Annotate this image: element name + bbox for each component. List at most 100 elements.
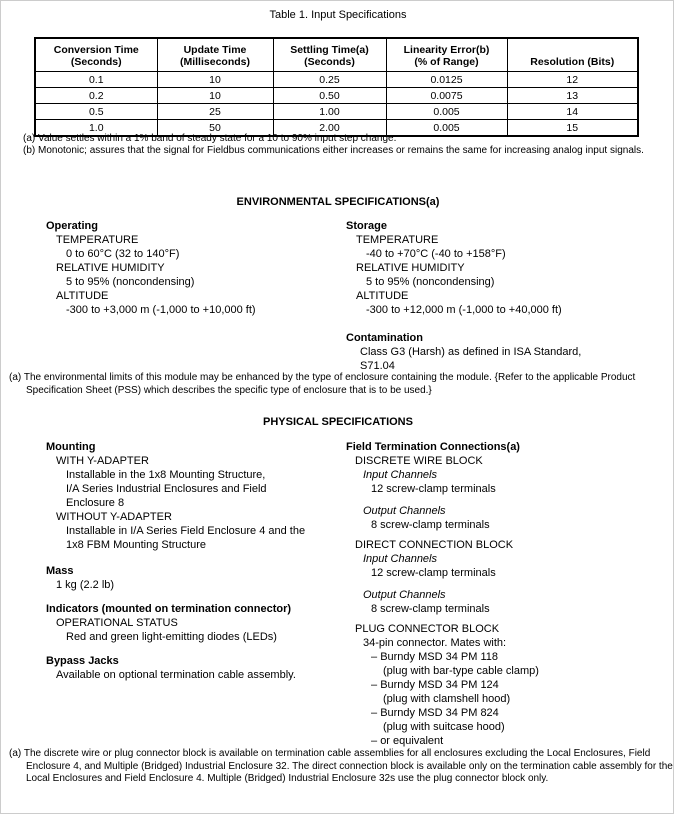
column-header-linearity-error: Linearity Error(b) (% of Range) [385, 37, 508, 72]
table-caption: Table 1. Input Specifications [269, 9, 407, 21]
spec-line: Installable in the 1x8 Mounting Structur… [66, 469, 266, 481]
item-text: Burndy MSD 34 PM 824 [380, 707, 499, 719]
physical-footnote: (a) The discrete wire or plug connector … [9, 748, 673, 786]
spec-line: RELATIVE HUMIDITY [356, 262, 465, 274]
plug-mate-item: – Burndy MSD 34 PM 118 [346, 650, 671, 664]
footnote-marker: (b) [23, 145, 36, 157]
spec-group-title: Operating [46, 220, 98, 232]
block-name: DIRECT CONNECTION BLOCK [355, 539, 514, 551]
table-row: 0.2 10 0.50 0.0075 13 [34, 87, 639, 104]
indicators-section: Indicators (mounted on termination conne… [46, 602, 344, 644]
table-header-row: Conversion Time (Seconds) Update Time (M… [34, 37, 639, 72]
footnote-text: The environmental limits of this module … [23, 372, 636, 396]
spec-line: OPERATIONAL STATUS [56, 617, 178, 629]
table-cell: 14 [506, 103, 639, 120]
spec-line: Red and green light-emitting diodes (LED… [66, 631, 277, 643]
table-cell: 1.0 [34, 119, 158, 137]
footnote-text: Value settles within a 1% band of steady… [38, 133, 397, 144]
spec-line: -40 to +70°C (-40 to +158°F) [366, 248, 506, 260]
table-cell: 2.00 [272, 119, 387, 137]
table-cell: 1.00 [272, 103, 387, 120]
table-cell: 13 [506, 87, 639, 104]
channel-label: Output Channels [363, 589, 446, 601]
spec-group-title: Mass [46, 565, 74, 577]
spec-line: RELATIVE HUMIDITY [56, 262, 165, 274]
table-cell: 0.005 [385, 103, 508, 120]
spec-line: Installable in I/A Series Field Enclosur… [66, 525, 306, 537]
table-cell: 0.0125 [385, 71, 508, 88]
footnote-text: Monotonic; assures that the signal for F… [38, 145, 644, 157]
spec-group-title: Storage [346, 220, 387, 232]
section-heading-environmental: ENVIRONMENTAL SPECIFICATIONS(a) [236, 196, 440, 208]
item-text: or equivalent [380, 735, 444, 747]
footnote-text: The discrete wire or plug connector bloc… [23, 748, 673, 785]
spec-line: 5 to 95% (noncondensing) [66, 276, 195, 288]
spec-line: 1 kg (2.2 lb) [56, 579, 115, 591]
item-text: Burndy MSD 34 PM 118 [380, 651, 498, 663]
contamination-section: Contamination Class G3 (Harsh) as define… [346, 331, 670, 373]
mounting-section: Mounting WITH Y-ADAPTER Installable in t… [46, 440, 344, 552]
channel-value: 12 screw-clamp terminals [371, 567, 496, 579]
input-specifications-table: Conversion Time (Seconds) Update Time (M… [34, 37, 639, 137]
column-header-resolution: Resolution (Bits) [506, 37, 639, 72]
dash-marker: – [371, 707, 378, 719]
spec-line: -300 to +3,000 m (-1,000 to +10,000 ft) [66, 304, 256, 316]
plug-mate-note: (plug with suitcase hood) [383, 721, 505, 733]
column-header-conversion-time: Conversion Time (Seconds) [34, 37, 158, 72]
footnote-marker: (a) [23, 133, 36, 144]
channel-value: 12 screw-clamp terminals [371, 483, 496, 495]
table-row: 0.5 25 1.00 0.005 14 [34, 103, 639, 120]
plug-mate-note: (plug with bar-type cable clamp) [383, 665, 539, 677]
spec-group-title: Mounting [46, 441, 96, 453]
plug-intro: 34-pin connector. Mates with: [363, 637, 507, 649]
spec-group-title: Indicators (mounted on termination conne… [46, 603, 292, 615]
spec-line: 5 to 95% (noncondensing) [366, 276, 495, 288]
table-cell: 15 [506, 119, 639, 137]
table-cell: 0.50 [272, 87, 387, 104]
table-cell: 0.25 [272, 71, 387, 88]
table-cell: 0.005 [385, 119, 508, 137]
dash-marker: – [371, 651, 378, 663]
spec-line: Available on optional termination cable … [56, 669, 296, 681]
table-row: 0.1 10 0.25 0.0125 12 [34, 71, 639, 88]
channel-label: Output Channels [363, 505, 446, 517]
block-name: DISCRETE WIRE BLOCK [355, 455, 483, 467]
spec-line: WITH Y-ADAPTER [56, 455, 149, 467]
spec-group-title: Bypass Jacks [46, 655, 119, 667]
dash-marker: – [371, 679, 378, 691]
physical-left-column: Mounting WITH Y-ADAPTER Installable in t… [46, 440, 344, 682]
storage-section: Storage TEMPERATURE -40 to +70°C (-40 to… [346, 219, 670, 317]
channel-value: 8 screw-clamp terminals [371, 603, 490, 615]
channel-label: Input Channels [363, 553, 437, 565]
spec-line: WITHOUT Y-ADAPTER [56, 511, 172, 523]
table-cell: 25 [156, 103, 274, 120]
table-cell: 0.5 [34, 103, 158, 120]
table-cell: 0.0075 [385, 87, 508, 104]
section-heading-physical: PHYSICAL SPECIFICATIONS [263, 416, 413, 428]
channel-value: 8 screw-clamp terminals [371, 519, 490, 531]
item-text: Burndy MSD 34 PM 124 [380, 679, 499, 691]
footnote-marker: (a) [9, 748, 22, 759]
table-cell: 0.1 [34, 71, 158, 88]
footnote-b: (b) Monotonic; assures that the signal f… [23, 145, 645, 157]
table-cell: 10 [156, 87, 274, 104]
column-header-update-time: Update Time (Milliseconds) [156, 37, 274, 72]
spec-line: Enclosure 8 [66, 497, 125, 509]
operating-section: Operating TEMPERATURE 0 to 60°C (32 to 1… [46, 219, 342, 317]
plug-mate-note: (plug with clamshell hood) [383, 693, 511, 705]
spec-line: TEMPERATURE [56, 234, 139, 246]
spec-line: 0 to 60°C (32 to 140°F) [66, 248, 180, 260]
dash-marker: – [371, 735, 378, 747]
field-termination-section: Field Termination Connections(a) DISCRET… [346, 440, 671, 748]
footnote-a: (a) Value settles within a 1% band of st… [23, 133, 645, 145]
spec-line: Class G3 (Harsh) as defined in ISA Stand… [360, 346, 582, 358]
mass-section: Mass 1 kg (2.2 lb) [46, 564, 344, 592]
spec-line: S71.04 [360, 360, 395, 372]
plug-mate-item: – Burndy MSD 34 PM 124 [346, 678, 671, 692]
channel-label: Input Channels [363, 469, 437, 481]
column-header-settling-time: Settling Time(a) (Seconds) [272, 37, 387, 72]
spec-line: ALTITUDE [56, 290, 109, 302]
block-name: PLUG CONNECTOR BLOCK [355, 623, 500, 635]
spec-group-title: Field Termination Connections(a) [346, 441, 520, 453]
spec-line: ALTITUDE [356, 290, 409, 302]
